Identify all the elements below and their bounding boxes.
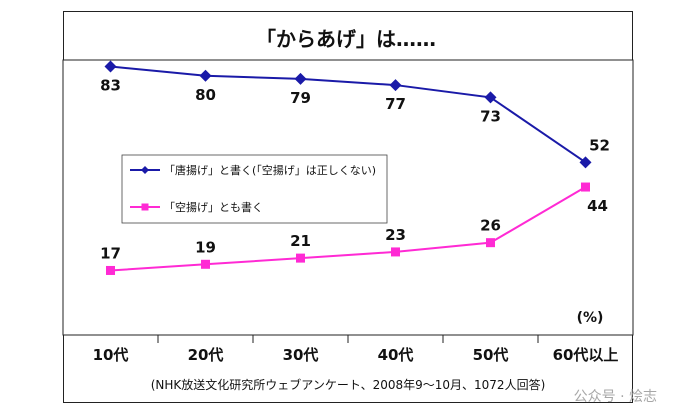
x-tick-label: 50代: [473, 346, 509, 364]
data-point: [296, 253, 305, 263]
legend-label: 「空揚げ」とも書く: [164, 200, 263, 214]
data-label: 44: [587, 197, 608, 215]
data-point: [294, 72, 307, 85]
data-label: 23: [385, 226, 406, 244]
x-tick-label: 60代以上: [553, 346, 619, 364]
data-point: [484, 91, 497, 104]
data-point: [391, 247, 400, 257]
data-label: 21: [290, 232, 311, 250]
data-point: [106, 265, 115, 275]
data-point: [579, 156, 592, 169]
data-label: 79: [290, 89, 311, 107]
data-label: 26: [480, 217, 501, 235]
data-label: 52: [589, 136, 610, 154]
data-label: 73: [480, 107, 501, 125]
source-note: (NHK放送文化研究所ウェブアンケート、2008年9〜10月、1072人回答): [151, 377, 546, 392]
data-point: [104, 60, 117, 73]
x-axis: 10代 20代 30代 40代 50代 60代以上: [93, 335, 619, 364]
x-tick-label: 30代: [283, 346, 319, 364]
data-label: 77: [385, 95, 406, 113]
data-point: [389, 79, 402, 92]
series-line: [110, 65, 587, 164]
legend-label: 「唐揚げ」と書く(「空揚げ」は正しくない): [164, 163, 376, 177]
data-point: [581, 182, 590, 192]
data-point: [201, 259, 210, 269]
x-tick-label: 10代: [93, 346, 129, 364]
watermark: 公众号 · 烩志: [573, 389, 657, 405]
x-tick-label: 40代: [378, 346, 414, 364]
legend-marker: [141, 203, 149, 211]
series-line: [110, 186, 587, 272]
data-label: 19: [195, 238, 216, 256]
legend-marker: [141, 166, 149, 174]
chart-title: 「からあげ」は……: [256, 27, 436, 51]
data-label: 80: [195, 86, 216, 104]
series-layer: 83 80 79 77 73 52 17 19 21 23 26 44: [100, 60, 610, 275]
legend-box: [121, 154, 388, 224]
data-point: [486, 238, 495, 248]
data-label: 83: [100, 77, 121, 95]
data-label: 17: [100, 244, 121, 262]
legend: 「唐揚げ」と書く(「空揚げ」は正しくない) 「空揚げ」とも書く: [130, 163, 376, 214]
unit-label: (%): [577, 310, 604, 326]
data-point: [199, 69, 212, 82]
x-tick-label: 20代: [188, 346, 224, 364]
